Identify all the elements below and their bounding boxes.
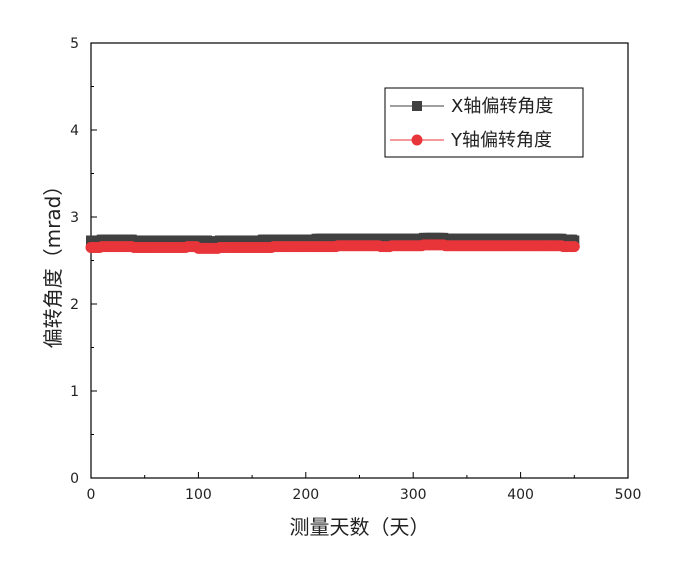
x-tick-label: 300 xyxy=(400,487,427,503)
x-tick-label: 400 xyxy=(507,487,534,503)
legend-box xyxy=(384,87,584,158)
y-tick-label: 4 xyxy=(70,123,79,139)
legend: X轴偏转角度 Y轴偏转角度 xyxy=(384,87,584,158)
y-tick-label: 5 xyxy=(70,36,79,52)
x-tick-label: 500 xyxy=(615,487,642,503)
y-axis: 0 1 2 3 4 5 xyxy=(70,36,97,487)
legend-label-x: X轴偏转角度 xyxy=(451,96,553,117)
data-point-series-1 xyxy=(568,241,580,253)
y-tick-label: 1 xyxy=(70,384,79,400)
series-layer xyxy=(85,232,580,254)
y-tick-label: 2 xyxy=(70,297,79,313)
x-tick-label: 200 xyxy=(292,487,319,503)
legend-label-y: Y轴偏转角度 xyxy=(450,130,552,151)
y-axis-label: 偏转角度（mrad） xyxy=(41,176,65,349)
y-tick-label: 0 xyxy=(70,471,79,487)
x-axis-label: 测量天数（天） xyxy=(290,515,430,539)
y-tick-label: 3 xyxy=(70,210,79,226)
x-axis: 0 100 200 300 400 500 xyxy=(87,472,642,503)
legend-marker-y xyxy=(411,134,423,146)
x-tick-label: 0 xyxy=(87,487,96,503)
legend-marker-x xyxy=(412,101,422,111)
x-tick-label: 100 xyxy=(185,487,212,503)
data-point-series-0 xyxy=(569,235,580,246)
